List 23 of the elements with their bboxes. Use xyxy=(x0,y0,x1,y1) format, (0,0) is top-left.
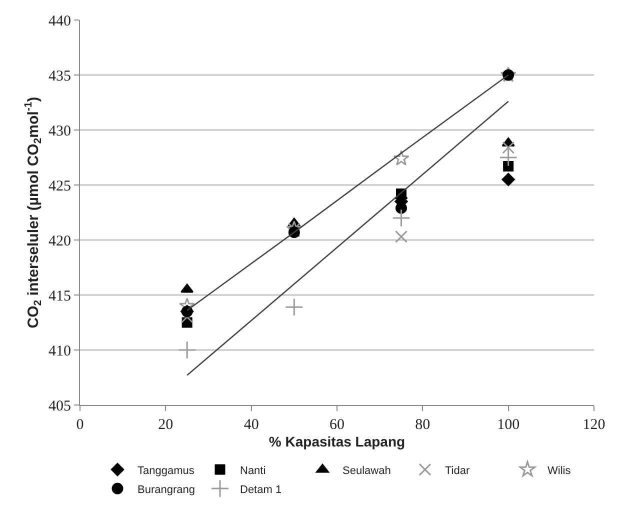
legend-label: Seulawah xyxy=(342,464,391,477)
x-tick-label: 20 xyxy=(158,417,174,433)
y-tick-label: 440 xyxy=(48,13,71,30)
y-tick-label: 415 xyxy=(48,288,71,304)
legend-label: Tidar xyxy=(445,464,470,477)
y-tick-label: 425 xyxy=(48,178,71,194)
y-tick-label: 435 xyxy=(48,68,71,84)
legend-label: Burangrang xyxy=(138,484,195,496)
x-tick-label: 0 xyxy=(76,417,84,433)
legend-label: Nanti xyxy=(240,464,266,477)
y-tick-label: 430 xyxy=(48,123,71,140)
x-tick-label: 120 xyxy=(582,417,606,433)
x-tick-label: 60 xyxy=(330,417,344,433)
legend-label: Wilis xyxy=(548,464,572,477)
y-tick-label: 405 xyxy=(48,398,71,414)
legend-label: Tanggamus xyxy=(138,464,195,477)
legend-label: Detam 1 xyxy=(240,484,282,496)
y-tick-label: 420 xyxy=(48,233,71,250)
x-tick-label: 100 xyxy=(497,417,520,433)
x-tick-label: 40 xyxy=(244,417,259,433)
x-tick-label: 80 xyxy=(415,417,430,433)
x-axis-title: % Kapasitas Lapang xyxy=(268,433,406,450)
y-tick-label: 410 xyxy=(48,343,71,360)
